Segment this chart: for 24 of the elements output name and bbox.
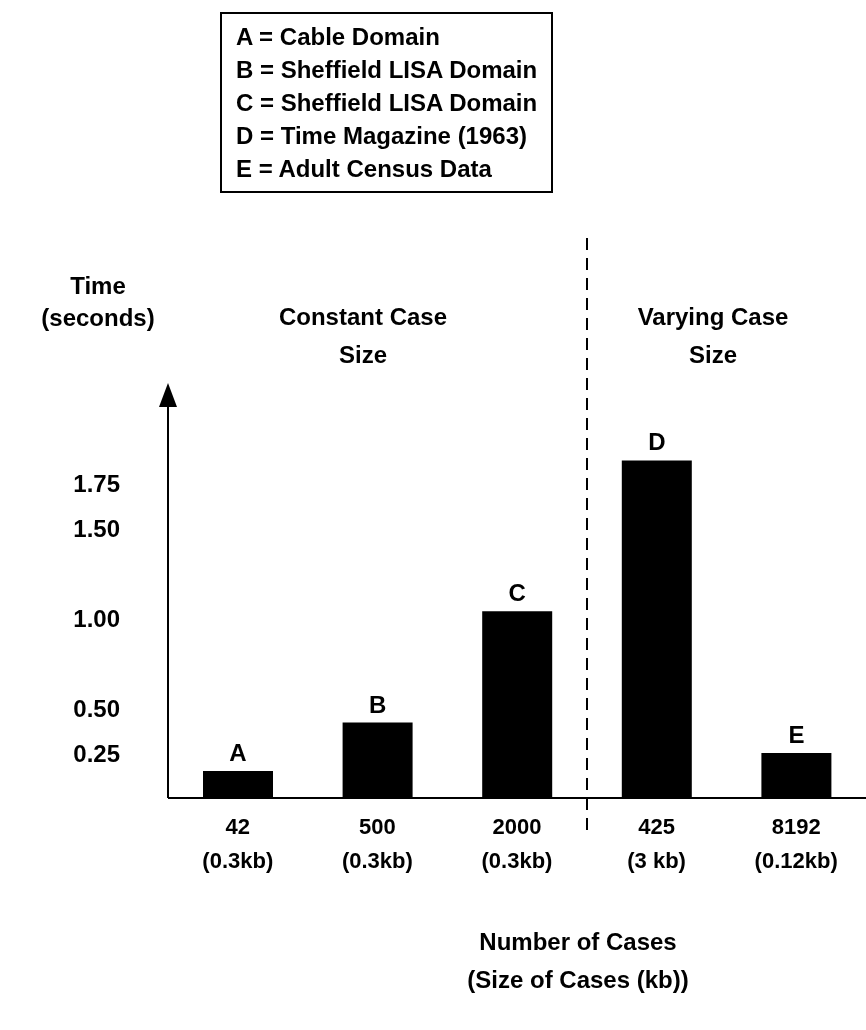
data-label: A [229, 739, 247, 767]
y-tick-label: 1.75 [73, 470, 120, 498]
text: E = Adult Census Data [236, 154, 493, 184]
y-axis-title: Time (seconds) [40, 271, 156, 333]
x-tick-label: 500 (0.3kb) [341, 814, 413, 873]
text: D = Time Magazine (1963) [236, 121, 528, 151]
y-tick-label: 0.25 [73, 739, 120, 767]
x-tick-label: 425 (3 kb) [627, 814, 686, 873]
text: A = Cable Domain [236, 22, 441, 52]
x-tick-label: 8192 (0.12kb) [754, 814, 838, 873]
text: B = Sheffield LISA Domain [236, 55, 538, 85]
data-label: D [648, 428, 666, 456]
text: Constant Case Size [277, 302, 448, 370]
y-tick-label: 0.50 [73, 694, 120, 722]
text: C = Sheffield LISA Domain [236, 88, 538, 118]
data-label: E [788, 721, 805, 749]
y-tick-label: 1.50 [73, 515, 120, 543]
x-tick-label: 42 (0.3kb) [202, 814, 274, 873]
x-tick-label: 2000 (0.3kb) [481, 814, 553, 873]
data-label: B [368, 690, 387, 718]
data-label: C [508, 579, 526, 607]
text: Varying Case Size [636, 302, 790, 370]
x-axis-title: Number of Cases (Size of Cases (kb)) [466, 927, 690, 995]
y-tick-label: 1.00 [73, 604, 120, 632]
